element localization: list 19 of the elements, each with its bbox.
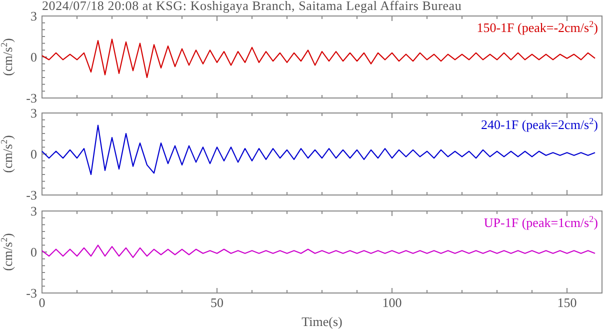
y-tick-label: 0 [30, 146, 37, 162]
y-tick-label: -3 [26, 286, 37, 300]
x-tick-label: 150 [557, 295, 577, 310]
y-tick-label: -3 [26, 90, 37, 106]
x-tick-label: 50 [210, 295, 224, 310]
line-series [41, 244, 596, 258]
x-axis-title: Time(s) [302, 314, 342, 329]
y-tick-label: 0 [30, 244, 37, 260]
chart-title: 2024/07/18 20:08 at KSG: Koshigaya Branch, Saitama Legal Affairs Bureau [42, 0, 462, 13]
series-label: UP-1F (peak=1cm/s$^{2}$) [484, 214, 598, 230]
y-tick-label: 3 [30, 8, 37, 24]
y-tick-label: 0 [30, 50, 37, 64]
x-tick-label: 100 [382, 295, 402, 310]
series-label: 240-1F (peak=2cm/s$^{2}$) [481, 116, 598, 132]
line-series [41, 38, 596, 78]
series-label: 150-1F (peak=-2cm/s$^{2}$) [476, 19, 598, 35]
y-tick-label: 3 [30, 106, 37, 120]
y-tick-label: -3 [26, 188, 37, 202]
y-tick-label: 3 [30, 204, 37, 218]
